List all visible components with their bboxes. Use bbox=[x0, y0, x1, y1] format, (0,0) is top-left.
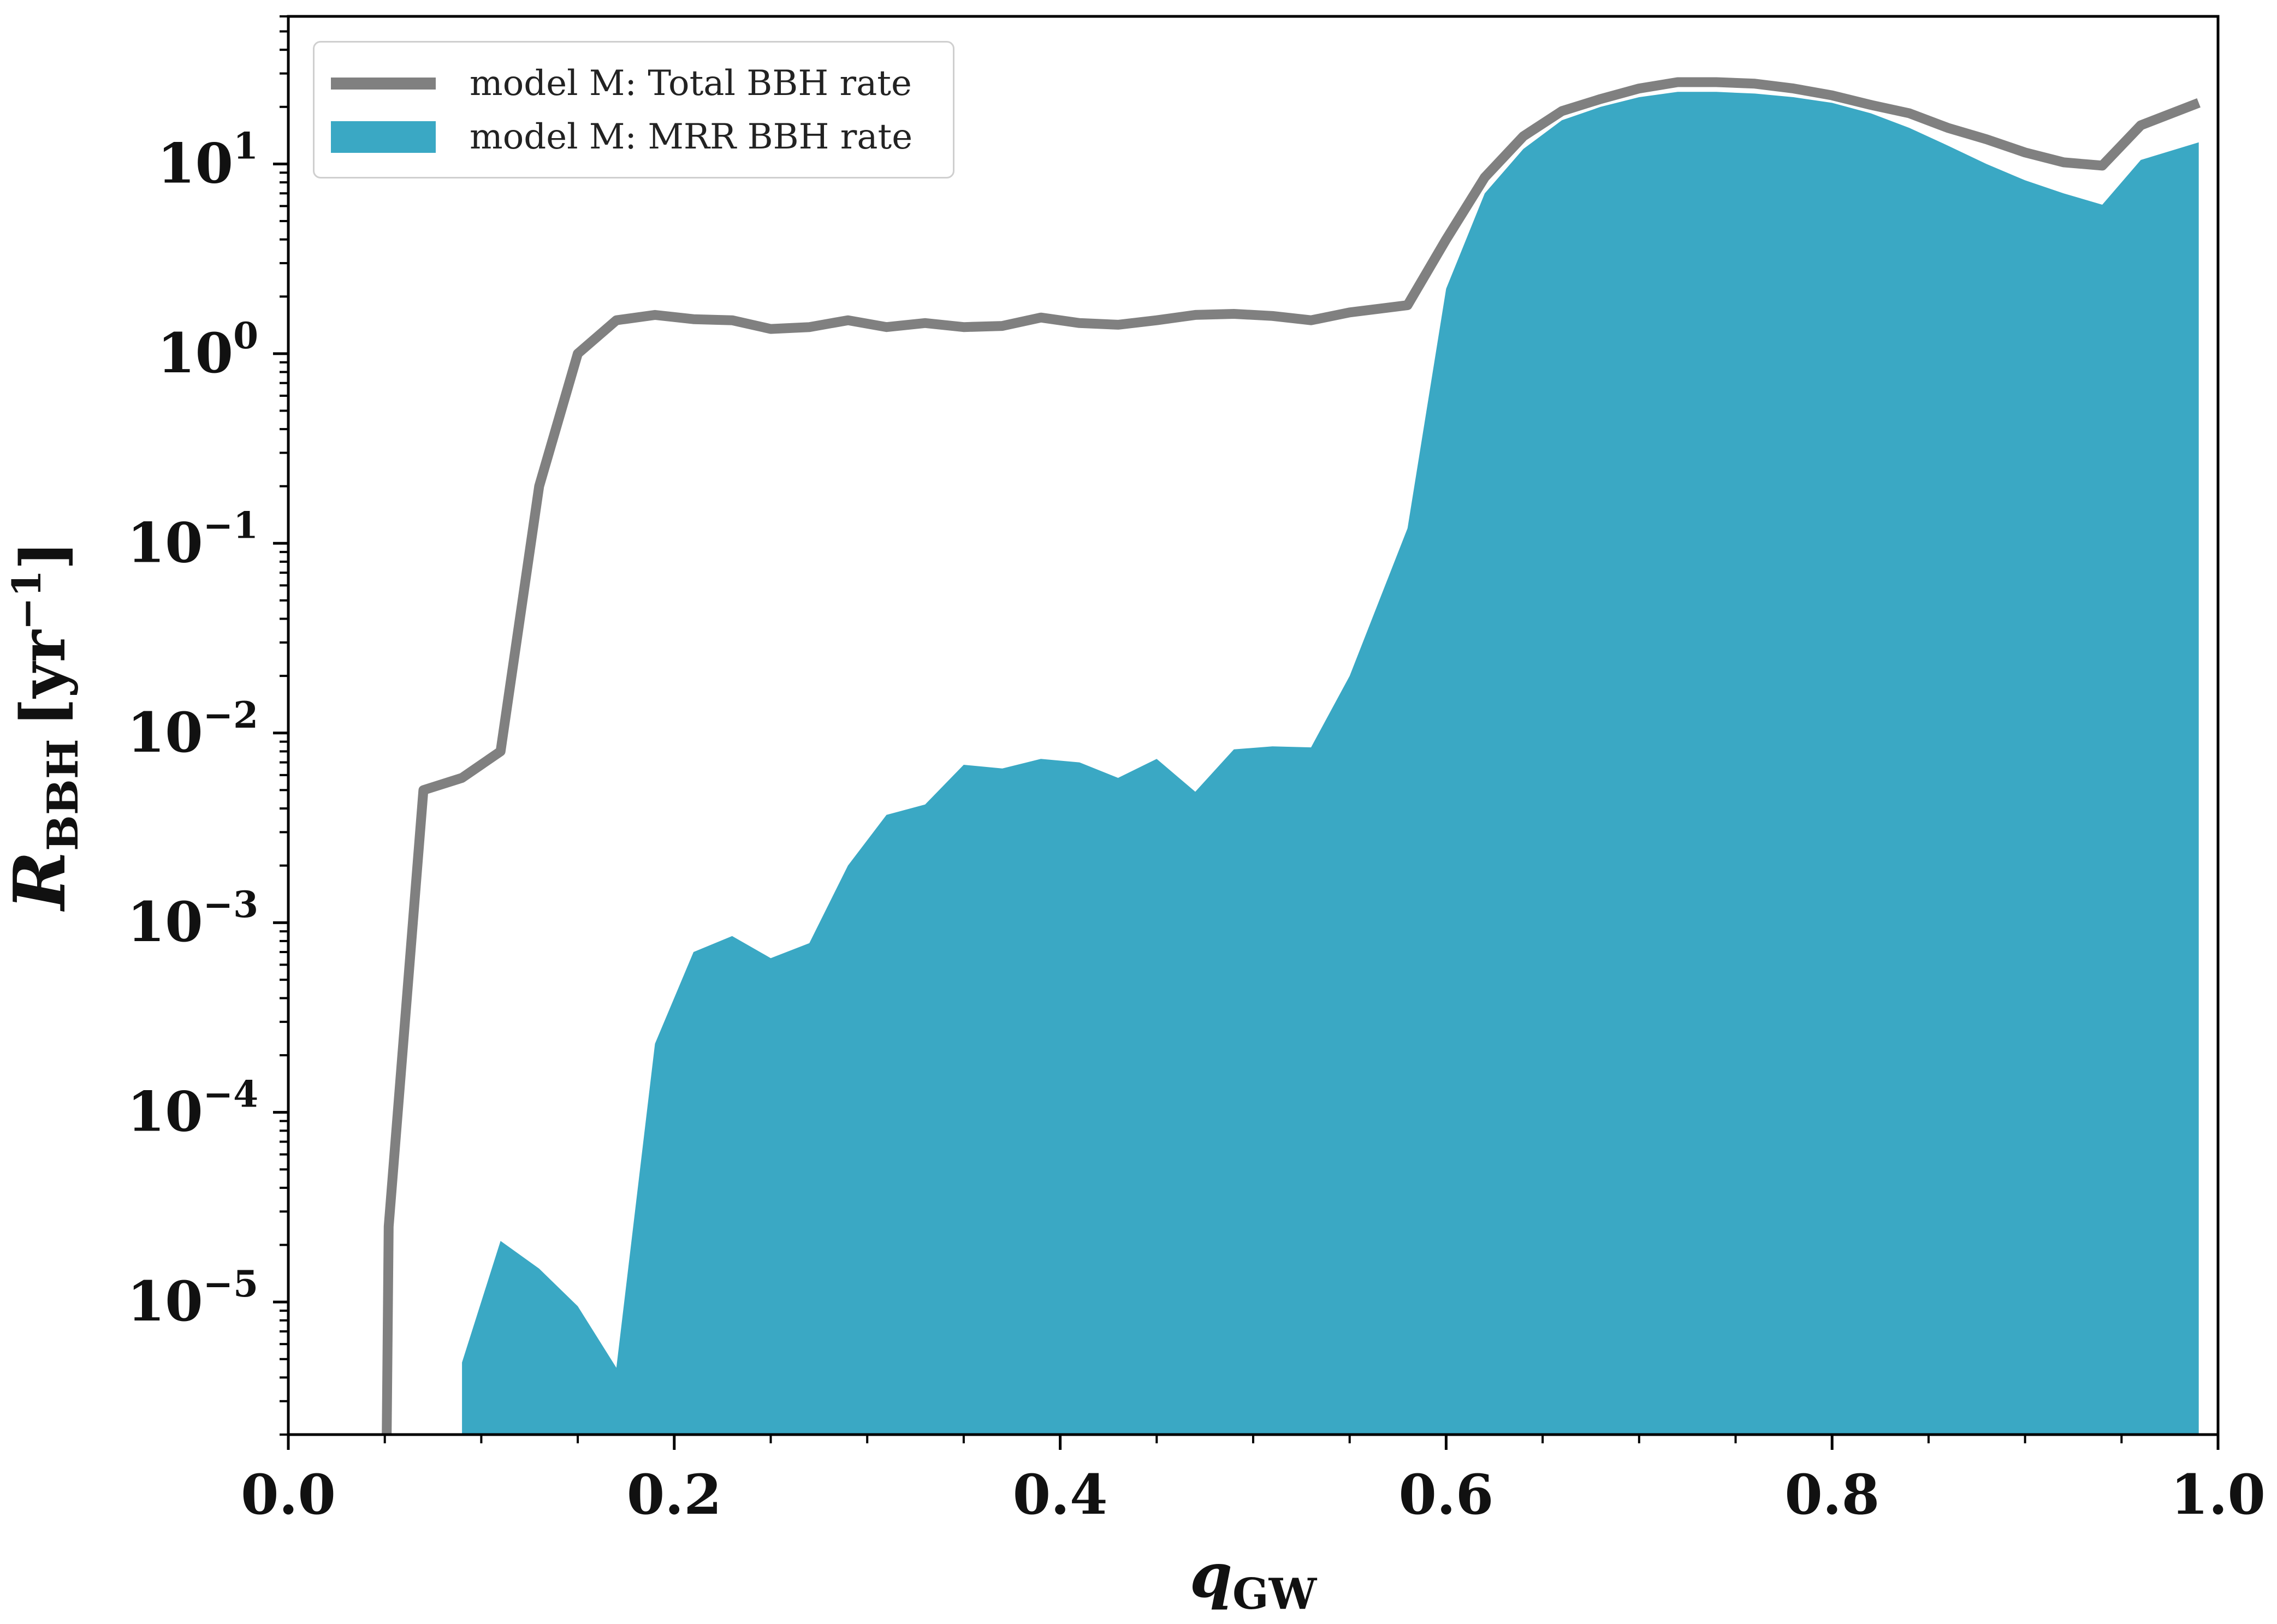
legend-label-total: model M: Total BBH rate bbox=[470, 63, 912, 104]
x-axis-label-main: q bbox=[1190, 1540, 1232, 1611]
y-tick-label: 10−3 bbox=[127, 883, 258, 954]
legend-entry-total: model M: Total BBH rate bbox=[331, 59, 912, 108]
legend-label-mrr: model M: MRR BBH rate bbox=[470, 117, 913, 157]
y-axis-label-unit-exp: −1 bbox=[3, 570, 50, 630]
y-tick-label: 10−5 bbox=[127, 1263, 258, 1334]
legend: model M: Total BBH rate model M: MRR BBH… bbox=[313, 41, 954, 179]
y-tick-label: 10−2 bbox=[127, 694, 258, 765]
y-axis-label: RBBH [yr−1] bbox=[0, 541, 88, 912]
x-axis-label-sub: GW bbox=[1232, 1569, 1318, 1619]
legend-swatch-total-line bbox=[331, 78, 436, 90]
y-tick-label: 101 bbox=[157, 124, 258, 195]
x-tick-label: 1.0 bbox=[2171, 1462, 2266, 1527]
y-axis-label-unit-close: ] bbox=[8, 541, 79, 570]
y-tick-label: 10−4 bbox=[127, 1073, 258, 1144]
legend-swatch-mrr-fill bbox=[331, 121, 436, 153]
legend-entry-mrr: model M: MRR BBH rate bbox=[331, 112, 912, 162]
y-axis-label-sub: BBH bbox=[38, 739, 88, 851]
y-tick-label: 10−1 bbox=[127, 504, 258, 575]
x-tick-label: 0.6 bbox=[1398, 1462, 1493, 1527]
y-tick-label: 100 bbox=[157, 314, 258, 385]
x-axis-label: qGW bbox=[1190, 1540, 1318, 1619]
total-rate-line bbox=[382, 77, 2201, 1435]
x-tick-label: 0.2 bbox=[627, 1462, 722, 1527]
y-axis-label-symbol: R bbox=[0, 851, 81, 912]
mrr-rate-area bbox=[462, 92, 2199, 1435]
y-axis-label-unit: [yr bbox=[8, 629, 79, 727]
x-tick-label: 0.4 bbox=[1013, 1462, 1108, 1527]
x-tick-label: 0.8 bbox=[1784, 1462, 1879, 1527]
x-tick-label: 0.0 bbox=[241, 1462, 336, 1527]
